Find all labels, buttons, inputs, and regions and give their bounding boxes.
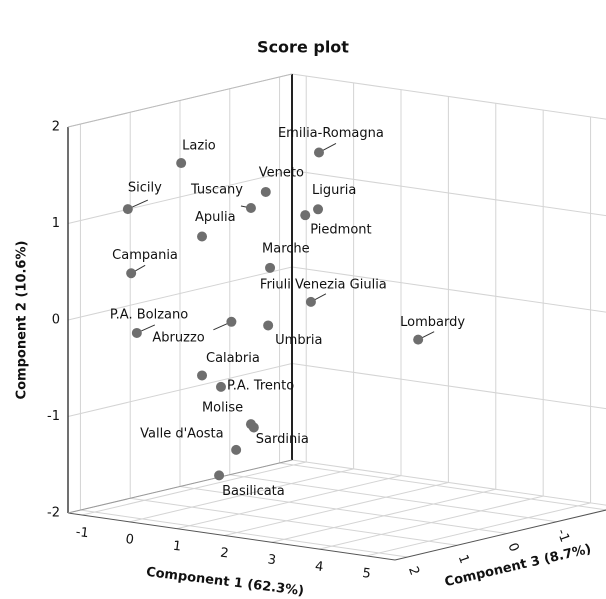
point-label: Umbria [275, 333, 322, 348]
y-tick-label: -1 [47, 409, 60, 424]
x-tick-label: 2 [219, 546, 229, 562]
y-tick-label: 1 [52, 216, 60, 231]
x-tick-label: 5 [362, 566, 372, 582]
point [413, 334, 424, 345]
point [245, 202, 256, 213]
y-tick-label: 0 [52, 313, 60, 328]
point [231, 444, 242, 455]
y-tick-label: -2 [47, 506, 60, 521]
point [263, 320, 274, 331]
z-tick-label: 1 [455, 553, 472, 566]
x-tick-label: 1 [172, 539, 182, 555]
point-label: Abruzzo [152, 330, 204, 345]
grid-line [291, 266, 606, 313]
point [215, 381, 226, 392]
point [176, 158, 187, 169]
point [214, 470, 225, 481]
grid-line [291, 363, 606, 410]
grid-line [279, 462, 606, 511]
z-tick-label: 2 [405, 565, 422, 578]
x-axis-title: Component 1 (62.3%) [145, 565, 305, 599]
point-label: Marche [262, 241, 310, 256]
grid [67, 73, 606, 558]
point [265, 262, 276, 273]
grid-line [291, 73, 606, 120]
z-tick-label: -2 [603, 515, 606, 532]
x-tick-label: 4 [314, 559, 324, 575]
points: Lazio Sicily Emilia-Romagna Veneto Tuscany Li… [110, 126, 466, 499]
point-label: Sicily [128, 181, 162, 196]
y-tick-label: 2 [52, 120, 60, 135]
axis-line [67, 512, 396, 561]
point [313, 204, 324, 215]
point-label: Sardinia [256, 432, 309, 447]
point-label: Campania [112, 248, 178, 263]
x-tick-label: 0 [125, 532, 135, 548]
z-tick-label: -1 [554, 527, 573, 544]
point [122, 204, 133, 215]
point [305, 296, 316, 307]
point [313, 147, 324, 158]
point [226, 316, 237, 327]
chart-title: Score plot [257, 38, 349, 57]
axes: -2 -1 0 1 2 -1 0 1 2 3 4 5 -2 -1 0 1 2 [47, 73, 606, 582]
point [197, 231, 208, 242]
point-label: Apulia [195, 210, 236, 225]
point [197, 370, 208, 381]
grid-line [291, 459, 606, 506]
point-label: Piedmont [310, 223, 371, 238]
x-tick-label: -1 [75, 525, 90, 541]
point-label: Liguria [312, 183, 356, 198]
point [300, 210, 311, 221]
grid-line [291, 170, 606, 217]
point-label: Veneto [259, 165, 304, 180]
point-label: Calabria [206, 351, 260, 366]
point-label: Lombardy [400, 315, 465, 330]
point-label: P.A. Bolzano [110, 307, 188, 322]
grid-line [229, 474, 557, 523]
point-label: P.A. Trento [227, 378, 294, 393]
point-label: Molise [202, 401, 243, 416]
point [126, 268, 137, 279]
grid-line [130, 497, 458, 546]
grid-line [80, 509, 408, 558]
point-label: Valle d'Aosta [140, 426, 223, 441]
point [131, 327, 142, 338]
point [260, 186, 271, 197]
grid-line [179, 486, 508, 534]
axis-line [67, 73, 293, 128]
point-label: Emilia-Romagna [278, 126, 384, 141]
point [248, 422, 259, 433]
axis-line [394, 509, 606, 561]
y-axis-title: Component 2 (10.6%) [15, 241, 30, 400]
axis-line [67, 459, 293, 514]
point-label: Friuli Venezia Giulia [260, 277, 387, 292]
point-label: Lazio [182, 139, 216, 154]
x-tick-label: 3 [267, 552, 277, 568]
point-label: Tuscany [190, 182, 243, 197]
z-tick-label: 0 [505, 541, 522, 554]
point-label: Basilicata [222, 484, 285, 499]
